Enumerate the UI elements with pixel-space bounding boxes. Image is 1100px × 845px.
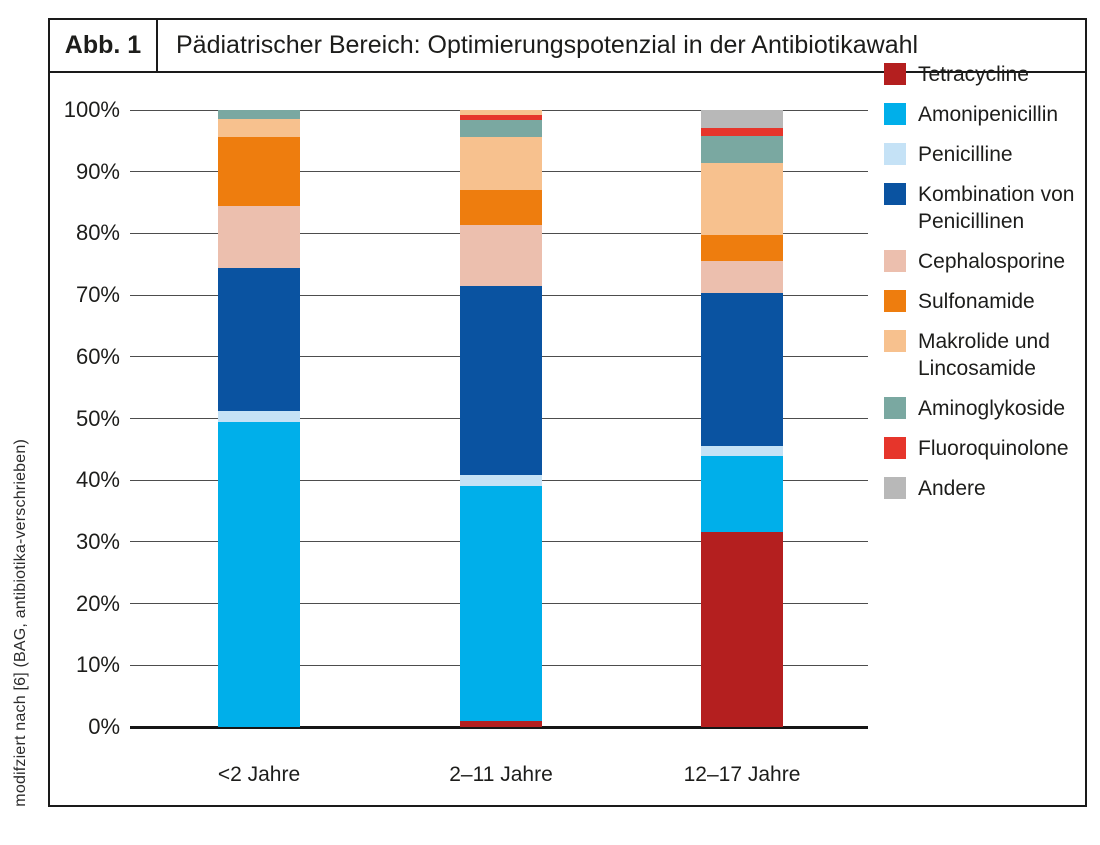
bar-segment [701,110,783,128]
legend-label: Makrolide und Lincosamide [918,330,1050,380]
x-tick-label: 2–11 Jahre [449,763,553,786]
legend-item: Tetracycline [884,61,1100,88]
bar-segment [701,135,783,164]
figure-title: Pädiatrischer Bereich: Optimierungspoten… [176,31,919,59]
legend-item: Andere [884,475,1100,502]
bar-segment [701,446,783,457]
legend-swatch [884,437,906,459]
legend-swatch [884,103,906,125]
legend-item: Makrolide und Lincosamide [884,328,1100,382]
y-tick-label: 80% [75,220,120,246]
legend-label: Sulfonamide [918,290,1035,313]
legend-swatch [884,290,906,312]
y-tick-label: 20% [75,590,120,616]
legend-swatch [884,477,906,499]
y-tick-label: 90% [75,158,120,184]
legend-label: Penicilline [918,143,1013,166]
y-tick-label: 30% [75,528,120,554]
legend-swatch [884,397,906,419]
bar-segment [460,224,542,286]
figure-titlebar: Abb. 1 Pädiatrischer Bereich: Optimierun… [50,20,1085,73]
y-tick-label: 60% [75,343,120,369]
stacked-bar-chart: 0% 10% 20% 30% 40% 50% 60% 70% 80% 90% 100% <2 Jahr… [50,75,1085,805]
bar-segment [701,532,783,727]
legend-label: Andere [918,477,986,500]
legend-item: Amonipenicillin [884,101,1100,128]
y-tick-label: 40% [75,467,120,493]
bar-segment [218,119,300,137]
legend-swatch [884,250,906,272]
bar-segment [460,110,542,115]
bar-segment [460,720,542,727]
legend-swatch [884,143,906,165]
y-tick-label: 10% [75,652,120,678]
legend-item: Penicilline [884,141,1100,168]
legend-swatch [884,330,906,352]
bar-segment [701,292,783,447]
bar-segment [460,120,542,137]
bar-segment [218,136,300,207]
legend-item: Fluoroquinolone [884,435,1100,462]
legend-item: Aminoglykoside [884,395,1100,422]
bar-segment [460,485,542,721]
legend-label: Aminoglykoside [918,397,1066,420]
legend-label: Amonipenicillin [918,103,1059,126]
bar-segment [218,110,300,120]
bar-segment [701,261,783,293]
x-axis-line [130,726,868,729]
legend-label: Cephalosporine [918,250,1066,273]
bar-segment [460,285,542,475]
legend-label: Kombination von Penicillinen [918,183,1075,233]
figure-label: Abb. 1 [50,20,158,71]
source-note: modifziert nach [6] (BAG, antibiotika-ve… [12,439,29,807]
y-tick-label: 70% [75,282,120,308]
bar-segment [701,127,783,136]
legend-item: Cephalosporine [884,248,1100,275]
y-tick-label: 0% [88,714,120,739]
legend-label: Fluoroquinolone [918,437,1069,460]
bar-segment [460,136,542,190]
chart-legend: Tetracycline Amonipenicillin Penicilline Ko… [884,61,1100,502]
bar-segment [701,163,783,236]
bar-segment [218,206,300,268]
legend-item: Sulfonamide [884,288,1100,315]
bar-segment [460,474,542,486]
bar-segment [701,456,783,533]
bar-segment [218,267,300,412]
legend-swatch [884,63,906,85]
bar-segment [701,235,783,262]
x-tick-label: 12–17 Jahre [683,763,801,786]
legend-swatch [884,183,906,205]
bar-segment [218,422,300,727]
bar-segment [460,114,542,121]
legend-label: Tetracycline [918,63,1029,86]
figure-box: Abb. 1 Pädiatrischer Bereich: Optimierun… [48,18,1087,807]
x-tick-label: <2 Jahre [217,763,301,786]
bar-segment [460,189,542,225]
bar-segment [218,411,300,423]
y-tick-label: 100% [63,97,120,122]
y-tick-label: 50% [75,405,120,431]
legend-item: Kombination von Penicillinen [884,181,1100,235]
